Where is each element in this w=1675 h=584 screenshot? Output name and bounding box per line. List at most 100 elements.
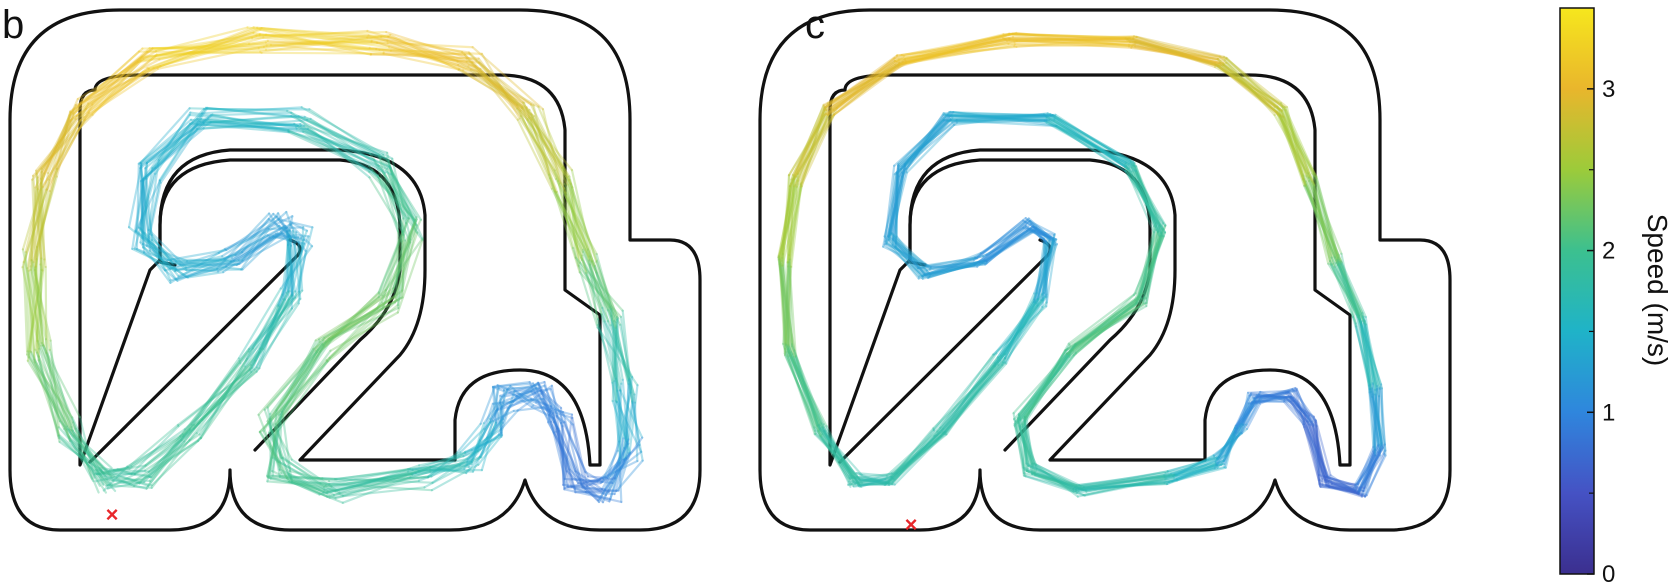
trajectory-segment (1023, 468, 1087, 492)
trajectory-segment (1304, 184, 1343, 264)
trajectory-segment (329, 311, 399, 352)
trajectory-segment (32, 261, 45, 347)
trajectory-segment (860, 478, 888, 485)
trajectory-segment (823, 54, 899, 110)
trajectory-segment (604, 443, 641, 479)
trajectory-segment (603, 457, 628, 491)
trajectory-segment (1306, 172, 1342, 263)
trajectory-segment (1324, 476, 1361, 493)
trajectory-segment (1235, 393, 1261, 434)
trajectory-segment (381, 216, 418, 310)
trajectory-segment (63, 427, 95, 483)
trajectory-segment (601, 306, 622, 392)
trajectory-segment (825, 425, 855, 484)
trajectory-segment (1132, 43, 1217, 65)
trajectory-segment (1066, 296, 1142, 351)
trajectory-segment (146, 422, 201, 487)
trajectory-segment (530, 116, 569, 186)
trajectory-segment (1082, 481, 1166, 491)
trajectory-segment (1025, 469, 1085, 489)
trajectory-segment (154, 34, 261, 58)
trajectory-segment (883, 235, 920, 280)
trajectory-segment (266, 413, 281, 479)
trajectory-segment (1356, 449, 1387, 495)
trajectory-segment (555, 190, 584, 262)
trajectory-segment (368, 152, 418, 221)
trajectory-segment (1142, 225, 1161, 299)
trajectory-segment (463, 53, 519, 121)
trajectory-segment (1287, 395, 1317, 424)
trajectory-segment (1354, 454, 1381, 487)
trajectory-segment (1129, 37, 1225, 66)
trajectory-segment (140, 117, 210, 165)
trajectory-segment (328, 486, 426, 499)
trajectory-segment (566, 183, 585, 251)
trajectory-segment (1214, 63, 1283, 112)
trajectory-segment (821, 426, 857, 485)
trajectory-segment (985, 227, 1030, 265)
trajectory-segment (1130, 164, 1162, 239)
trajectory-segment (108, 468, 151, 473)
trajectory-segment (568, 468, 605, 504)
trajectory-segment (599, 459, 639, 481)
trajectory-segment (1311, 172, 1332, 266)
trajectory-segment (279, 340, 327, 425)
trajectory-segment (882, 164, 900, 248)
trajectory-segment (84, 47, 154, 111)
trajectory-segment (1302, 418, 1327, 481)
trajectory-segment (567, 477, 616, 488)
trajectory-segment (1278, 107, 1314, 175)
trajectory-segment (35, 107, 88, 172)
trajectory-segment (169, 247, 227, 284)
trajectory-segment (1021, 425, 1028, 473)
trajectory-segment (1333, 255, 1364, 315)
trajectory-segment (278, 475, 321, 496)
trajectory-segment (519, 115, 566, 190)
trajectory-segment (1325, 484, 1365, 492)
trajectory-segment (286, 231, 290, 301)
trajectory-segment (822, 58, 900, 108)
trajectory-segment (778, 185, 798, 259)
trajectory-segment (1336, 262, 1366, 322)
trajectory-segment (943, 357, 1006, 433)
trajectory-segment (238, 290, 297, 362)
trajectory-segment (1304, 183, 1339, 264)
trajectory-segment (574, 470, 604, 491)
trajectory-segment (603, 320, 634, 379)
trajectory-segment (1125, 165, 1162, 230)
trajectory-segment (793, 349, 824, 436)
trajectory-segment (992, 305, 1048, 356)
trajectory-segment (610, 308, 619, 392)
trajectory-segment (1363, 454, 1377, 498)
trajectory-segment (898, 32, 1011, 64)
trajectory-segment (1302, 412, 1321, 485)
trajectory-segment (322, 299, 391, 347)
trajectory-segment (241, 212, 280, 262)
trajectory-segment (285, 210, 295, 232)
trajectory-segment (1075, 478, 1167, 494)
trajectory-segment (44, 338, 60, 437)
trajectory-segment (921, 259, 988, 280)
trajectory-segment (975, 217, 1027, 260)
trajectory-segment (181, 350, 250, 436)
trajectory-segment (1216, 423, 1244, 469)
trajectory-segment (397, 217, 405, 310)
trajectory-segment (893, 115, 951, 176)
trajectory-segment (299, 124, 393, 176)
trajectory-segment (35, 245, 40, 362)
trajectory-segment (68, 439, 105, 486)
trajectory-segment (306, 127, 386, 175)
trajectory-segment (1017, 348, 1069, 425)
trajectory-segment (1368, 388, 1380, 446)
trajectory-segment (163, 255, 224, 272)
trajectory-segment (928, 263, 977, 279)
trajectory-segment (280, 471, 325, 494)
trajectory-segment (571, 477, 614, 484)
trajectory-segment (1019, 425, 1030, 467)
trajectory-segment (30, 258, 52, 342)
trajectory-segment (893, 33, 1005, 63)
trajectory-segment (563, 481, 602, 490)
trajectory-segment (1135, 230, 1159, 304)
trajectory-segment (366, 36, 471, 54)
trajectory-segment (144, 167, 154, 242)
